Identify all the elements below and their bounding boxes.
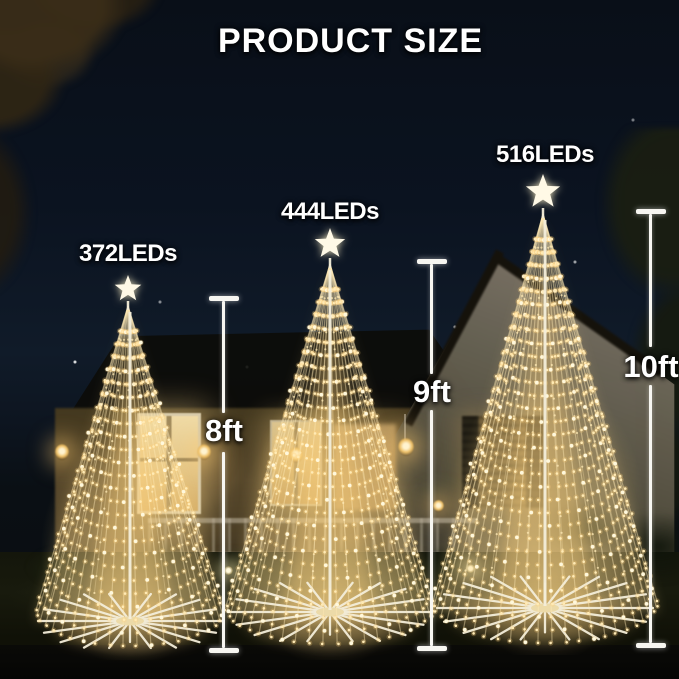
height-label-9ft: 9ft — [413, 374, 451, 409]
porch-lantern — [55, 444, 69, 460]
height-label-8ft: 8ft — [205, 413, 243, 448]
porch-lantern — [398, 438, 414, 456]
led-count-label-8ft: 372LEDs — [79, 240, 177, 267]
measure-line — [430, 410, 433, 646]
tree-9ft — [224, 228, 438, 647]
measure-line — [649, 214, 652, 347]
measure-line — [222, 301, 225, 413]
measure-cap-top — [636, 209, 666, 214]
measure-cap-bottom — [209, 648, 239, 653]
page-title: PRODUCT SIZE — [217, 22, 484, 60]
led-count-label-10ft: 516LEDs — [496, 141, 594, 168]
foreground-shadow — [0, 645, 679, 679]
porch-lantern — [433, 500, 444, 512]
led-count-label-9ft: 444LEDs — [281, 198, 379, 225]
measure-line — [222, 452, 225, 648]
measure-cap-top — [209, 296, 239, 301]
measure-line — [430, 264, 433, 374]
height-label-10ft: 10ft — [623, 349, 679, 384]
measure-line — [649, 385, 652, 643]
tree-10ft — [429, 174, 661, 646]
tree-8ft — [33, 275, 228, 650]
porch-lantern — [197, 444, 211, 460]
measure-cap-bottom — [417, 646, 447, 651]
measure-cap-top — [417, 259, 447, 264]
ground-light — [224, 566, 233, 575]
measure-cap-bottom — [636, 643, 666, 648]
lantern-chain — [404, 414, 406, 440]
